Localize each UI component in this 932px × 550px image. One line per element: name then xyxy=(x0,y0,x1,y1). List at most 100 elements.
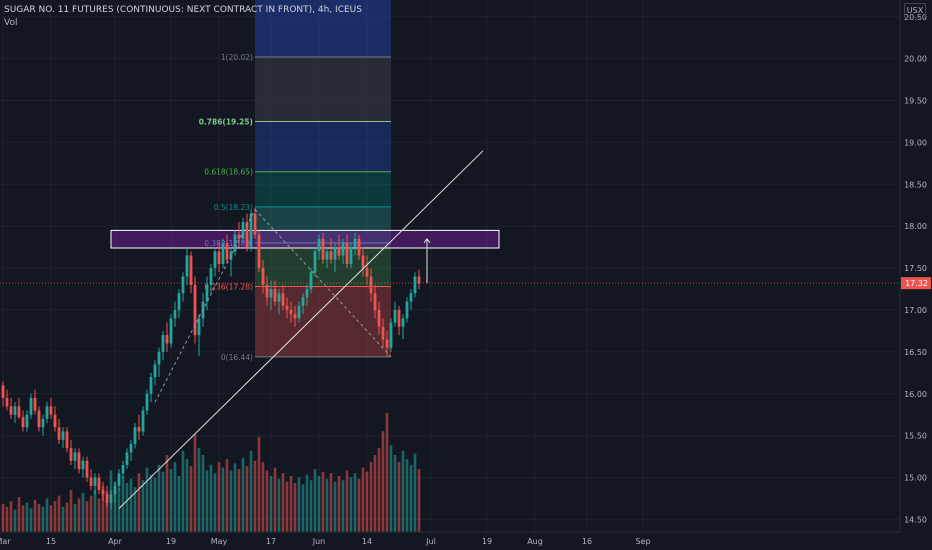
candle-48 xyxy=(193,276,197,344)
fib-retracement[interactable]: 1(20.02) 0.786(19.25) 0.618(18.65) 0.5(18.2… xyxy=(199,0,391,362)
volume-bar-63 xyxy=(253,460,257,532)
candle-body-48 xyxy=(193,284,197,336)
volume-bar-34 xyxy=(137,473,141,532)
candle-36 xyxy=(145,389,149,415)
volume-bar-100 xyxy=(401,450,405,532)
candle-98 xyxy=(393,301,397,327)
y-tick-3: 19.00 xyxy=(904,138,927,147)
volume-bar-53 xyxy=(213,473,217,532)
fib-band-0 xyxy=(255,56,391,122)
candle-body-58 xyxy=(233,234,237,252)
x-tick-11: 16 xyxy=(582,537,592,546)
y-tick-12: 14.50 xyxy=(904,515,927,524)
volume-bar-52 xyxy=(209,464,213,532)
last-price-label: 17.32 xyxy=(905,279,928,288)
candle-body-15 xyxy=(61,431,65,440)
volume-bar-26 xyxy=(105,491,109,532)
candle-body-42 xyxy=(169,318,173,344)
volume-bar-20 xyxy=(81,492,85,532)
candle-75 xyxy=(301,293,305,315)
candle-41 xyxy=(165,322,169,352)
volume-bar-60 xyxy=(241,457,245,532)
x-tick-4: May xyxy=(211,537,228,546)
volume-bar-68 xyxy=(273,467,277,532)
volume-bar-9 xyxy=(37,504,41,532)
volume-bar-25 xyxy=(101,485,105,532)
candle-40 xyxy=(161,330,165,361)
y-tick-4: 18.50 xyxy=(904,180,927,189)
volume-bar-19 xyxy=(77,498,81,532)
candle-body-69 xyxy=(277,293,281,302)
volume-bar-97 xyxy=(389,445,393,532)
candle-body-52 xyxy=(209,268,213,285)
candle-body-46 xyxy=(185,255,189,277)
candle-body-45 xyxy=(181,276,185,294)
fib-label-3: 0.5(18.23) xyxy=(214,203,253,212)
candle-3 xyxy=(13,402,17,424)
candle-8 xyxy=(33,389,37,415)
volume-label: Vol xyxy=(4,18,18,28)
volume-bar-71 xyxy=(285,481,289,532)
volume-bar-66 xyxy=(265,470,269,532)
candle-body-93 xyxy=(373,293,377,310)
candle-body-5 xyxy=(21,417,25,428)
candle-45 xyxy=(181,272,185,302)
candle-body-60 xyxy=(241,222,245,239)
candle-body-75 xyxy=(301,297,305,306)
candle-body-54 xyxy=(217,251,221,264)
volume-bar-96 xyxy=(385,413,389,532)
chart-header: SUGAR NO. 11 FUTURES (CONTINUOUS: NEXT C… xyxy=(4,4,362,30)
volume-bar-54 xyxy=(217,462,221,532)
candle-body-36 xyxy=(145,393,149,411)
volume-bar-84 xyxy=(337,476,341,532)
volume-bar-31 xyxy=(125,483,129,532)
symbol-title[interactable]: SUGAR NO. 11 FUTURES (CONTINUOUS: NEXT C… xyxy=(4,5,362,15)
candle-87 xyxy=(349,242,353,269)
candle-body-67 xyxy=(269,289,273,298)
volume-bar-5 xyxy=(21,505,25,532)
candle-body-18 xyxy=(73,452,77,461)
volume-bar-61 xyxy=(245,466,249,532)
candle-body-51 xyxy=(205,284,209,302)
volume-bar-80 xyxy=(321,471,325,532)
candle-body-19 xyxy=(77,452,81,470)
grid-lines xyxy=(0,0,900,532)
y-tick-6: 17.50 xyxy=(904,264,927,273)
currency-badge[interactable]: USX xyxy=(904,3,926,18)
candle-13 xyxy=(53,406,57,432)
candle-body-53 xyxy=(213,251,217,269)
volume-bar-94 xyxy=(377,448,381,532)
price-axis[interactable]: 20.5020.0019.5019.0018.5018.0017.5017.00… xyxy=(899,0,932,550)
candle-38 xyxy=(153,360,157,386)
volume-bar-28 xyxy=(113,481,117,532)
volume-bar-72 xyxy=(289,476,293,532)
volume-bar-87 xyxy=(349,477,353,532)
volume-bar-2 xyxy=(9,501,13,532)
candle-88 xyxy=(353,232,357,256)
candle-12 xyxy=(49,397,53,419)
candle-89 xyxy=(357,234,361,260)
volume-bar-29 xyxy=(117,488,121,532)
candle-100 xyxy=(401,314,405,340)
y-tick-10: 15.50 xyxy=(904,432,927,441)
volume-bar-103 xyxy=(413,453,417,532)
volume-bar-79 xyxy=(317,476,321,532)
volume-bar-21 xyxy=(85,501,89,532)
candle-body-99 xyxy=(397,309,401,327)
candle-10 xyxy=(41,414,45,436)
candle-body-76 xyxy=(305,289,309,298)
candle-91 xyxy=(365,255,369,285)
candle-body-16 xyxy=(65,431,69,449)
drawings[interactable] xyxy=(118,150,484,509)
candle-body-97 xyxy=(389,322,393,348)
time-axis[interactable]: Mar 15 Apr 19 May 17 Jun 14 Jul 19 Aug 16 Sep xyxy=(0,531,932,550)
resistance-zone[interactable] xyxy=(110,229,500,249)
candlesticks xyxy=(1,207,421,509)
candle-16 xyxy=(65,427,69,453)
candle-9 xyxy=(37,406,41,432)
volume-bar-51 xyxy=(205,470,209,532)
volume-bar-56 xyxy=(225,459,229,532)
candle-body-32 xyxy=(129,444,133,453)
volume-bar-76 xyxy=(305,474,309,532)
